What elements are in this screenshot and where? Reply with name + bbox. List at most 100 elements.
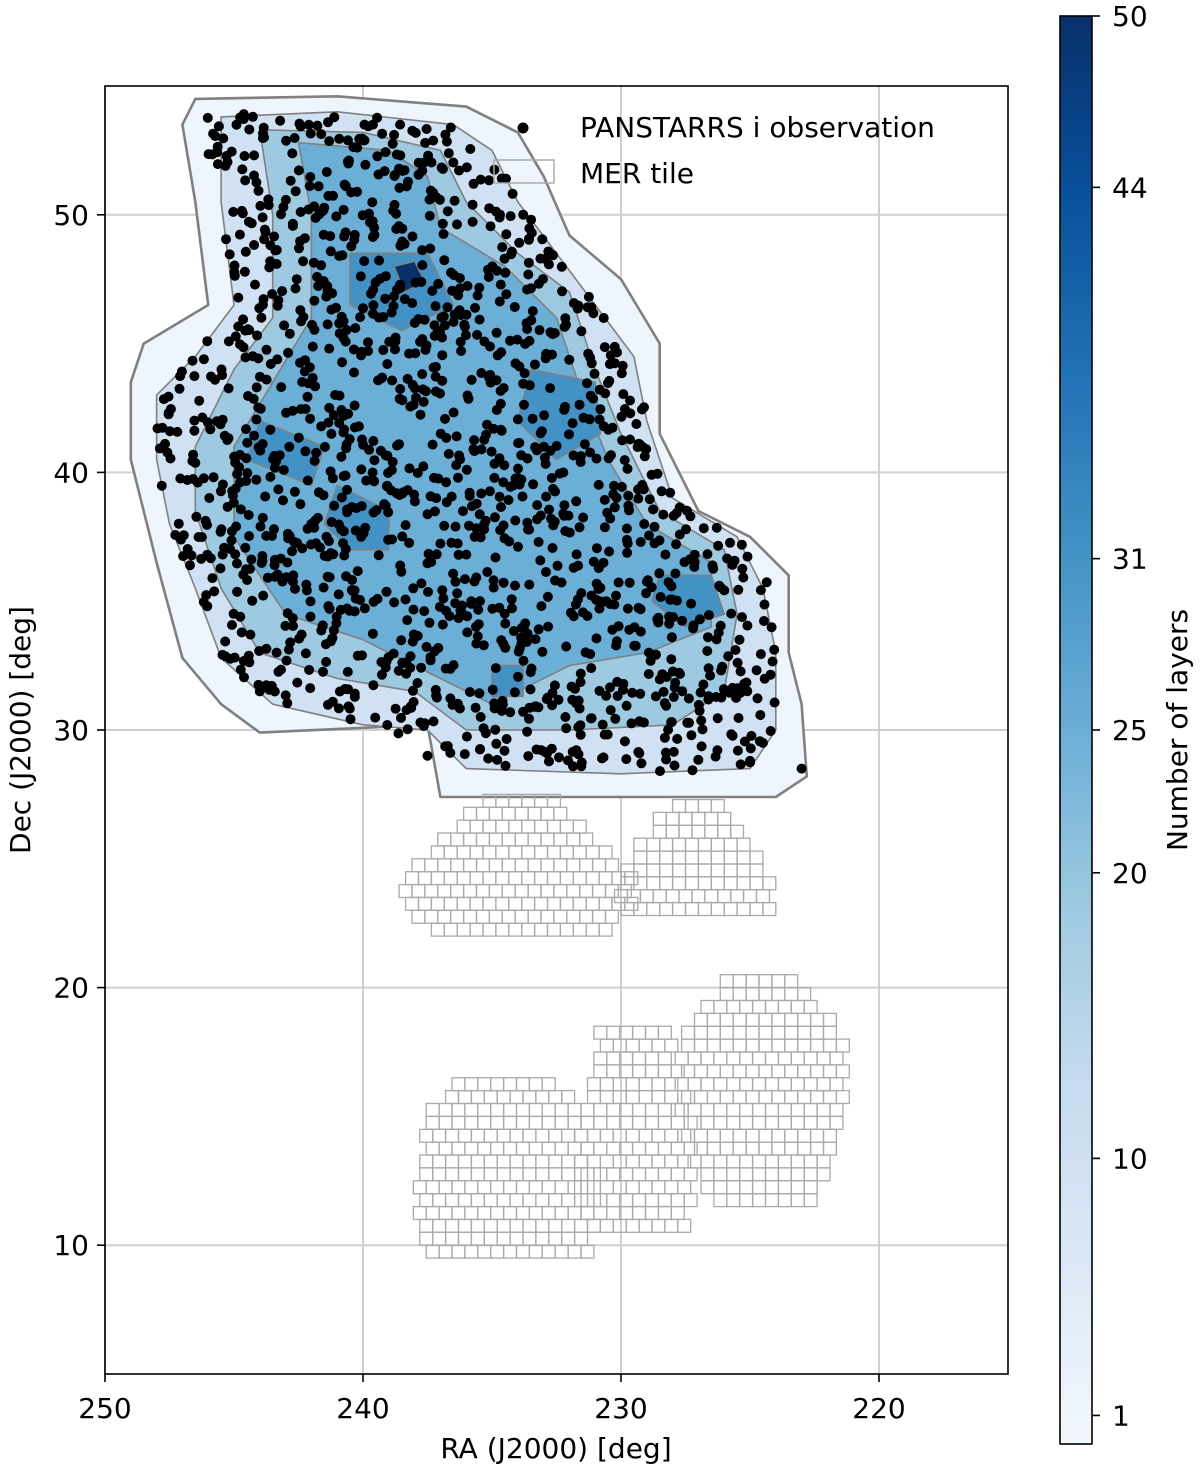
observation-point [265,424,276,435]
observation-point [637,441,648,452]
observation-point [324,402,335,413]
observation-point [664,618,675,629]
observation-point [759,616,769,626]
observation-point [408,685,418,696]
observation-point [469,531,480,542]
observation-point [290,186,301,197]
observation-point [408,399,419,410]
observation-point [452,588,463,599]
observation-point [258,128,268,139]
observation-point [564,354,575,365]
observation-point [503,495,514,505]
observation-point [559,500,570,511]
observation-point [275,115,286,126]
observation-point [227,486,238,497]
observation-point [605,705,616,716]
observation-point [501,734,512,744]
observation-point [725,537,735,548]
observation-point [588,393,599,404]
observation-point [304,664,315,675]
observation-point [494,296,505,307]
observation-point [539,410,550,421]
observation-point [229,260,240,271]
colorbar-tick-label: 31 [1112,543,1148,576]
observation-point [495,209,505,220]
observation-point [500,267,511,278]
observation-point [394,439,404,450]
observation-point [208,128,219,139]
observation-point [202,112,213,123]
observation-point [317,621,328,632]
observation-point [396,566,407,577]
observation-point [305,172,316,182]
observation-point [350,525,361,536]
observation-point [746,730,757,741]
observation-point [715,582,726,593]
observation-point [227,526,237,537]
observation-point [532,500,543,511]
observation-point [528,479,539,490]
observation-point [288,621,298,631]
observation-point [429,506,440,517]
observation-point [686,598,697,609]
observation-point [489,698,500,709]
observation-point [479,336,490,347]
mer-tile [411,858,426,873]
mer-tile [671,798,687,814]
observation-point [415,409,426,420]
observation-point [459,319,470,330]
observation-point [524,380,535,391]
observation-point [738,572,749,583]
observation-point [448,316,459,327]
mer-tile [680,1025,696,1040]
observation-point [530,634,541,645]
observation-point [412,630,423,641]
mer-tile [620,863,635,878]
observation-point [441,477,452,488]
observation-point [368,436,379,446]
observation-point [649,538,660,549]
observation-point [352,566,363,577]
observation-point [453,613,464,624]
observation-point [703,694,714,705]
observation-point [448,407,459,418]
observation-point [302,391,313,402]
observation-point [261,374,272,385]
observation-point [475,596,485,607]
observation-point [338,204,349,215]
observation-point [626,718,637,729]
observation-point [156,480,167,491]
observation-point [796,763,807,774]
observation-point [355,312,366,323]
observation-point [234,462,245,473]
observation-point [249,170,259,181]
observation-point [618,389,629,400]
observation-point [534,325,545,336]
observation-point [586,663,597,674]
observation-point [235,504,246,515]
observation-point [461,731,472,742]
observation-point [258,294,269,305]
observation-point [658,509,669,520]
observation-point [436,312,447,323]
observation-point [501,289,512,300]
observation-point [391,149,402,160]
observation-point [510,473,521,484]
observation-point [441,605,452,616]
observation-point [395,283,406,293]
observation-point [582,611,593,621]
observation-point [636,758,647,769]
observation-point [430,371,441,382]
observation-point [523,751,534,762]
legend-marker-mer-tile [493,159,555,184]
observation-point [230,331,241,342]
observation-point [344,703,355,714]
observation-point [272,300,283,311]
observation-point [571,496,582,507]
observation-point [491,738,502,749]
mer-tile [700,999,715,1015]
observation-point [643,669,654,679]
observation-point [431,690,442,701]
observation-point [745,755,755,766]
observation-point [360,159,371,170]
